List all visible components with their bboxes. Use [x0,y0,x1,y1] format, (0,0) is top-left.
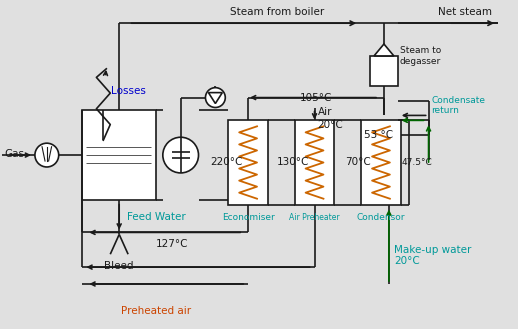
Text: Gas: Gas [4,149,24,159]
Text: Economiser: Economiser [222,213,275,222]
Bar [361,120,401,205]
Text: 20°C: 20°C [318,120,343,130]
Bar [295,120,334,205]
Text: Losses: Losses [111,86,146,96]
Text: Condensor: Condensor [357,213,405,222]
Text: Feed Water: Feed Water [126,212,185,221]
Text: Make-up water
20°C: Make-up water 20°C [394,244,471,266]
Bar [228,120,268,205]
Circle shape [163,137,198,173]
Text: Preheated air: Preheated air [121,306,191,316]
Text: Bleed: Bleed [105,261,134,271]
Text: Air: Air [318,107,332,117]
Circle shape [206,88,225,108]
Text: 130°C: 130°C [277,157,309,167]
Circle shape [35,143,59,167]
Text: 105°C: 105°C [299,92,332,103]
Text: Steam to
degasser: Steam to degasser [400,46,441,65]
Bar [81,111,156,200]
Text: 53 °C: 53 °C [364,130,393,140]
Polygon shape [208,92,222,104]
Text: 47.5°C: 47.5°C [402,158,433,166]
Text: 127°C: 127°C [156,239,189,249]
Polygon shape [374,44,394,56]
Text: 70°C: 70°C [346,157,371,167]
Text: Condensate
return: Condensate return [431,96,485,115]
Bar [370,56,398,86]
Text: Net steam: Net steam [438,7,493,17]
Text: 220°C: 220°C [210,157,243,167]
Text: Air Preheater: Air Preheater [289,213,340,222]
Text: Steam from boiler: Steam from boiler [230,7,324,17]
